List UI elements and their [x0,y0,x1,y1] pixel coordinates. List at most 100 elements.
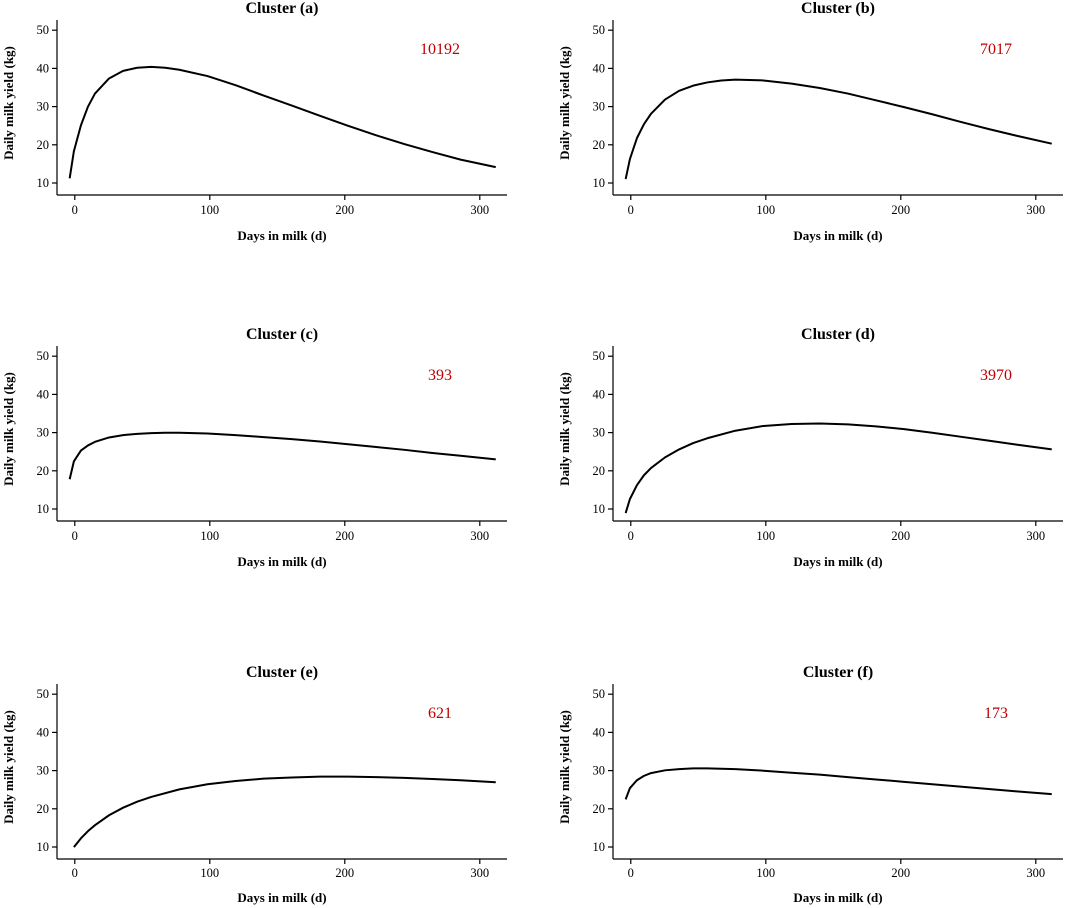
x-tick-label: 100 [756,866,775,880]
y-axis-label: Daily milk yield (kg) [1,46,16,160]
panel-cluster-f: Cluster (f) Daily milk yield (kg) Days i… [557,664,1063,905]
x-tick-label: 0 [72,529,78,543]
x-axis-label: Days in milk (d) [793,890,882,905]
y-tick-label: 40 [37,61,50,75]
x-tick-label: 100 [200,529,219,543]
lactation-curve-line [73,775,496,848]
y-tick-label: 40 [593,725,606,739]
panel-title: Cluster (c) [246,326,318,343]
y-tick-label: 50 [37,23,50,37]
x-axis-label: Days in milk (d) [237,228,326,243]
x-tick-label: 300 [1026,866,1045,880]
x-axis-label: Days in milk (d) [793,228,882,243]
x-tick-label: 100 [200,203,219,217]
x-tick-label: 100 [756,529,775,543]
y-tick-label: 10 [593,176,606,190]
panel-cluster-c: Cluster (c) Daily milk yield (kg) Days i… [1,326,507,569]
cluster-count-label: 10192 [420,41,460,58]
y-tick-label: 40 [593,387,606,401]
panel-title: Cluster (b) [801,0,875,17]
panel-cluster-d: Cluster (d) Daily milk yield (kg) Days i… [557,326,1063,569]
panel-title: Cluster (f) [803,664,873,681]
x-tick-group: 0 100 200 300 [72,195,489,217]
x-tick-label: 100 [756,203,775,217]
y-tick-label: 30 [593,764,606,778]
y-tick-label: 30 [37,764,50,778]
y-tick-group: 10 20 30 40 50 [37,349,57,516]
x-axis-label: Days in milk (d) [237,890,326,905]
x-tick-group: 0 100 200 300 [628,859,1045,880]
y-tick-label: 50 [593,687,606,701]
y-tick-label: 50 [37,687,50,701]
lactation-curve-line [68,65,496,179]
cluster-count-label: 393 [428,367,452,384]
panel-title: Cluster (d) [801,326,875,343]
y-tick-group: 10 20 30 40 50 [37,23,57,190]
panel-cluster-a: Cluster (a) Daily milk yield (kg) Days i… [1,0,507,243]
panel-cluster-e: Cluster (e) Daily milk yield (kg) Days i… [1,664,507,905]
lactation-curve-line [68,431,496,480]
x-tick-label: 0 [628,866,634,880]
y-tick-label: 50 [593,23,606,37]
y-axis-label: Daily milk yield (kg) [557,46,572,160]
x-axis-label: Days in milk (d) [793,554,882,569]
y-tick-label: 50 [593,349,606,363]
x-tick-label: 200 [335,203,354,217]
y-tick-label: 30 [593,100,606,114]
cluster-count-label: 173 [984,705,1008,722]
y-tick-label: 30 [37,100,50,114]
y-axis-label: Daily milk yield (kg) [557,372,572,486]
y-tick-label: 40 [593,61,606,75]
lactation-curve-line [624,767,1052,800]
panel-title: Cluster (a) [245,0,318,17]
y-tick-label: 10 [37,840,50,854]
x-tick-group: 0 100 200 300 [628,521,1045,543]
y-tick-label: 20 [37,464,50,478]
x-tick-label: 0 [628,529,634,543]
y-tick-label: 10 [37,502,50,516]
x-axis-label: Days in milk (d) [237,554,326,569]
panel-cluster-b: Cluster (b) Daily milk yield (kg) Days i… [557,0,1063,243]
lactation-curve-line [624,422,1052,514]
y-tick-group: 10 20 30 40 50 [593,687,613,854]
x-tick-label: 0 [72,203,78,217]
y-tick-label: 20 [593,464,606,478]
y-tick-group: 10 20 30 40 50 [593,23,613,190]
x-tick-label: 200 [335,529,354,543]
x-tick-label: 0 [72,866,78,880]
y-tick-label: 20 [37,138,50,152]
y-tick-label: 20 [593,802,606,816]
y-tick-label: 50 [37,349,50,363]
lactation-curve-line [624,78,1052,180]
cluster-count-label: 3970 [980,367,1012,384]
panel-title: Cluster (e) [246,664,318,681]
x-tick-group: 0 100 200 300 [72,859,489,880]
y-tick-label: 10 [593,840,606,854]
x-tick-label: 300 [470,529,489,543]
y-tick-label: 40 [37,725,50,739]
x-tick-group: 0 100 200 300 [628,195,1045,217]
x-tick-label: 0 [628,203,634,217]
x-tick-label: 100 [200,866,219,880]
y-tick-label: 10 [37,176,50,190]
x-tick-label: 300 [470,866,489,880]
x-tick-label: 300 [1026,203,1045,217]
y-axis-label: Daily milk yield (kg) [1,710,16,824]
y-axis-label: Daily milk yield (kg) [557,710,572,824]
y-tick-group: 10 20 30 40 50 [593,349,613,516]
y-tick-label: 30 [593,426,606,440]
y-tick-group: 10 20 30 40 50 [37,687,57,854]
x-tick-label: 300 [1026,529,1045,543]
x-tick-label: 200 [891,529,910,543]
y-axis-label: Daily milk yield (kg) [1,372,16,486]
y-tick-label: 40 [37,387,50,401]
x-tick-label: 200 [891,866,910,880]
y-tick-label: 20 [37,802,50,816]
y-tick-label: 10 [593,502,606,516]
cluster-count-label: 621 [428,705,452,722]
y-tick-label: 20 [593,138,606,152]
x-tick-group: 0 100 200 300 [72,521,489,543]
x-tick-label: 200 [891,203,910,217]
y-tick-label: 30 [37,426,50,440]
